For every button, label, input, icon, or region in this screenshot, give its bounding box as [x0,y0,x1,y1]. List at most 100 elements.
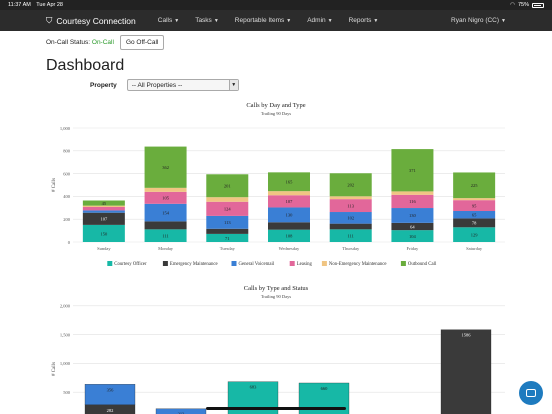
data-label: 111 [348,233,354,238]
property-select-value: -- All Properties -- [131,81,183,89]
data-label: 95 [472,203,477,208]
bar-segment [206,228,249,234]
status-date: Tue Apr 28 [36,2,63,8]
x-tick-label: Monday [158,246,174,251]
user-menu[interactable]: Ryan Nigro (CC) ▼ [451,17,506,24]
chat-icon [526,389,536,397]
property-select[interactable]: -- All Properties -- ▼ [126,79,239,91]
brand-name: Courtesy Connection [56,15,136,26]
bar-segment [268,191,310,196]
bar-segment [329,196,372,200]
caret-down-icon: ▼ [174,17,180,24]
nav-reports-label: Reports [348,17,372,24]
nav-reports[interactable]: Reports ▼ [349,17,379,24]
bar-segment [391,208,434,223]
data-label: 683 [250,385,258,390]
bar-segment [268,207,310,223]
bar-segment [453,172,496,199]
data-label: 116 [409,199,416,204]
chevron-down-icon: ▼ [228,80,238,90]
oncall-label: On-Call Status: [46,38,91,46]
data-label: 129 [471,232,479,237]
bar-segment [391,191,434,195]
bar-segment [453,210,496,219]
y-axis-label: # Calls [52,362,57,376]
go-off-call-button[interactable]: Go Off-Call [119,34,165,50]
nav-tasks[interactable]: Tasks ▼ [195,17,219,24]
bar-segment [82,224,125,242]
data-label: 113 [224,220,231,225]
legend-label: Emergency Maintenance [170,262,218,267]
legend-label: Leasing [297,262,313,267]
bar-segment [206,174,249,198]
nav-reportable-items[interactable]: Reportable Items ▼ [235,17,291,24]
calls-by-day-chart: Calls by Day and Type Trailing 90 Days # C… [52,102,505,267]
data-label: 111 [162,233,168,238]
bar-segment [155,408,207,414]
data-label: 165 [286,180,294,185]
legend-label: Courtesy Officer [114,262,147,267]
bar-segment [391,149,434,192]
data-label: 213 [178,412,186,414]
data-label: 108 [286,234,294,239]
data-label: 660 [321,386,329,391]
bar-segment [206,215,249,229]
y-tick-label: 0 [68,240,71,245]
nav-tasks-label: Tasks [195,17,212,24]
legend-swatch [321,261,327,266]
bar-segment [82,207,125,211]
data-label: 71 [225,236,230,241]
bar-segment [329,199,372,213]
y-tick-label: 200 [63,217,71,222]
bar-segment [453,200,496,211]
chart-title: Calls by Type and Status [244,285,309,292]
legend-label: Non-Emergency Maintenance [329,262,387,267]
y-tick-label: 400 [63,194,71,199]
data-label: 104 [409,234,417,239]
bar-segment [82,200,125,206]
legend-swatch [231,261,237,266]
y-tick-label: 500 [63,390,71,395]
data-label: 356 [107,387,115,392]
data-label: 105 [162,196,170,201]
x-tick-label: Wednesday [279,246,300,251]
data-label: 78 [472,221,477,226]
wifi-icon: ◠ [510,2,515,8]
data-label: 225 [471,183,479,188]
caret-down-icon: ▼ [327,17,333,24]
bar-segment [206,201,249,216]
data-label: 201 [224,184,231,189]
y-axis-label: # Calls [52,178,57,192]
data-label: 202 [347,183,354,188]
legend-swatch [400,261,406,266]
y-tick-label: 600 [63,171,71,176]
bar-segment [268,222,310,230]
y-tick-label: 1,000 [60,126,71,132]
nav-calls[interactable]: Calls ▼ [158,17,179,24]
data-label: 150 [100,231,108,236]
nav-reportable-items-label: Reportable Items [234,17,285,24]
bar-segment [329,223,372,230]
data-label: 130 [409,213,417,218]
page-title: Dashboard [46,57,125,74]
data-label: 130 [286,213,294,218]
bar-segment [206,233,249,242]
property-filter: Property -- All Properties -- ▼ [90,79,239,91]
bar-segment [206,197,249,202]
oncall-status: On-Call Status: On-Call Go Off-Call [46,34,165,50]
x-tick-label: Friday [407,246,419,251]
brand[interactable]: ⛉ Courtesy Connection [46,15,136,26]
bar-segment [453,218,496,228]
bar-segment [82,212,125,225]
bar-segment [144,191,187,204]
home-indicator [206,407,346,410]
nav-admin-label: Admin [307,17,326,24]
bar-segment [268,172,310,192]
chat-button[interactable] [519,381,543,405]
bar-segment [82,205,125,208]
chart-subtitle: Trailing 90 Days [261,111,292,116]
data-label: 107 [100,217,108,222]
y-tick-label: 800 [63,149,71,154]
top-navbar: ⛉ Courtesy Connection Calls ▼ Tasks ▼ Repo… [0,10,552,31]
nav-admin[interactable]: Admin ▼ [307,17,332,24]
